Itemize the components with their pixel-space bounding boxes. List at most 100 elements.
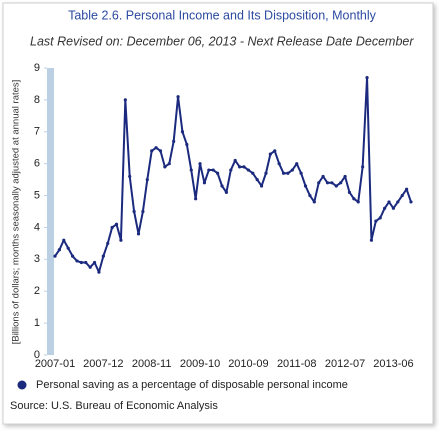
y-axis-band: [47, 68, 54, 355]
data-point: [224, 190, 229, 194]
x-tick-label: 2011-08: [277, 358, 317, 370]
data-point: [163, 165, 167, 169]
data-point: [396, 200, 400, 204]
data-point: [405, 187, 409, 191]
data-point: [409, 200, 413, 204]
data-point: [286, 171, 290, 175]
data-point: [158, 149, 163, 153]
data-point: [141, 209, 145, 214]
data-point: [317, 181, 321, 185]
x-tick-label: 2008-11: [132, 358, 172, 370]
data-point: [273, 149, 277, 153]
chart-subtitle: Last Revised on: December 06, 2013 - Nex…: [30, 34, 414, 48]
data-point: [198, 162, 202, 166]
chart-title: Table 2.6. Personal Income and Its Dispo…: [68, 8, 377, 22]
x-tick-label: 2007-01: [35, 358, 75, 370]
legend-label: Personal saving as a percentage of dispo…: [36, 379, 348, 391]
data-point: [53, 254, 57, 258]
data-point: [321, 174, 325, 179]
data-point: [264, 171, 268, 175]
x-tick-label: 2010-09: [228, 358, 268, 370]
data-point: [312, 200, 316, 204]
data-point: [128, 174, 132, 179]
data-point: [145, 178, 149, 182]
data-point: [172, 139, 176, 143]
y-tick-label: 3: [34, 253, 40, 265]
data-point: [194, 197, 198, 201]
data-point: [229, 168, 233, 172]
data-point: [154, 146, 158, 150]
data-point: [268, 152, 272, 156]
data-point: [259, 184, 264, 188]
data-point: [299, 171, 303, 175]
data-point: [119, 238, 123, 242]
data-point: [176, 95, 180, 99]
data-point: [70, 254, 75, 258]
data-point: [281, 171, 286, 175]
frame: [2, 2, 434, 425]
y-tick-label: 8: [34, 94, 40, 106]
data-point: [62, 238, 66, 242]
data-point: [339, 181, 343, 185]
data-point: [79, 260, 83, 265]
y-tick-label: 0: [34, 349, 40, 361]
data-point: [325, 181, 330, 185]
data-point: [207, 168, 211, 172]
data-point: [387, 200, 391, 204]
data-point: [251, 171, 255, 175]
data-point: [255, 178, 259, 182]
x-tick-label: 2012-07: [325, 358, 365, 370]
data-point: [216, 171, 220, 175]
data-point: [365, 75, 369, 80]
data-point: [374, 219, 378, 223]
data-point: [356, 200, 360, 204]
data-point: [97, 270, 101, 274]
y-tick-label: 9: [34, 62, 40, 74]
data-point: [352, 197, 356, 201]
data-point: [180, 130, 185, 134]
data-point: [391, 206, 396, 210]
data-point: [167, 162, 171, 166]
data-point: [101, 254, 105, 258]
source: Source: U.S. Bureau of Economic Analysis: [10, 400, 218, 412]
data-point: [110, 225, 114, 230]
data-point: [361, 165, 365, 169]
y-tick-label: 1: [34, 317, 40, 329]
data-point: [123, 98, 127, 102]
y-tick-label: 2: [34, 285, 40, 297]
data-point: [189, 168, 193, 172]
data-point: [237, 165, 242, 169]
data-point: [308, 193, 312, 198]
data-point: [246, 168, 250, 172]
data-point: [132, 209, 136, 214]
data-point: [106, 241, 110, 245]
data-point: [277, 162, 281, 166]
y-axis-label: [Billions of dollars; months seasonally …: [11, 80, 22, 345]
data-point: [185, 142, 189, 147]
data-point: [330, 181, 334, 185]
data-point: [233, 158, 237, 163]
data-point: [347, 190, 352, 194]
legend-marker: [17, 380, 27, 390]
data-point: [150, 149, 154, 153]
x-tick-label: 2007-12: [83, 358, 123, 370]
data-point: [84, 260, 88, 265]
data-point: [211, 168, 215, 172]
data-point: [114, 222, 119, 226]
data-point: [303, 184, 308, 188]
y-tick-label: 6: [34, 158, 40, 170]
data-point: [290, 168, 294, 172]
data-point: [75, 259, 79, 263]
data-point: [378, 216, 382, 220]
data-point: [88, 265, 92, 269]
y-tick-label: 5: [34, 189, 40, 201]
y-tick-label: 7: [34, 126, 40, 138]
data-point: [92, 260, 97, 265]
data-point: [136, 232, 141, 236]
y-tick-label: 4: [34, 221, 40, 233]
data-point: [202, 181, 207, 185]
data-point: [66, 246, 70, 250]
data-point: [57, 248, 61, 252]
data-point: [400, 193, 404, 198]
